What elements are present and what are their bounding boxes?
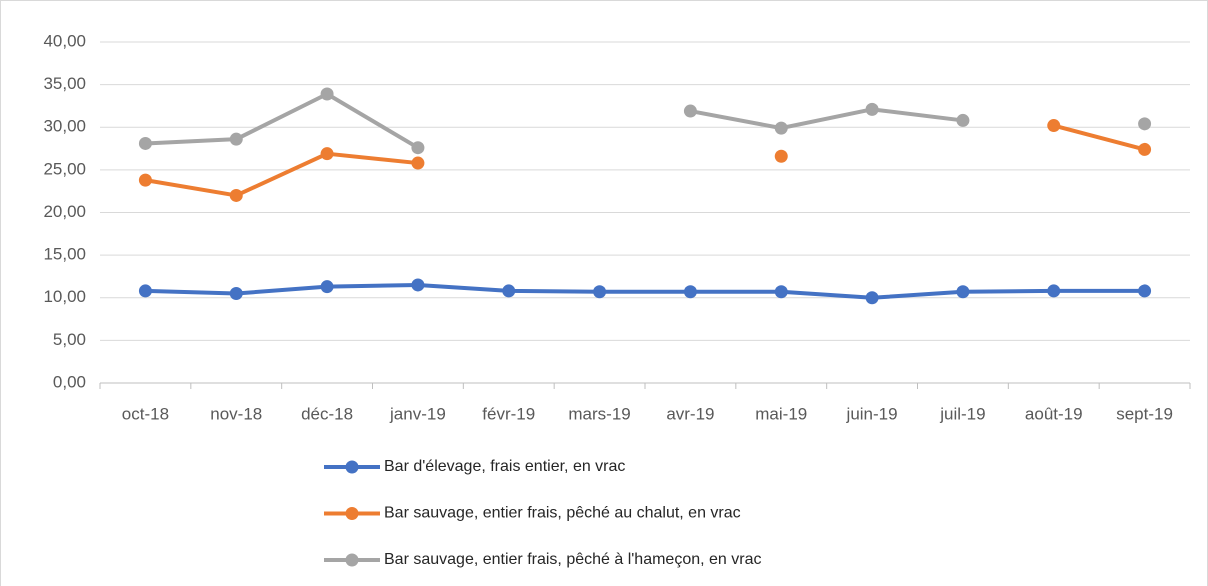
data-point xyxy=(320,147,334,161)
x-tick-label: déc-18 xyxy=(301,404,353,423)
data-point xyxy=(138,136,152,150)
data-point xyxy=(320,280,334,294)
data-point xyxy=(138,284,152,298)
data-point xyxy=(1138,117,1152,131)
data-point xyxy=(229,132,243,146)
x-tick-label: sept-19 xyxy=(1116,404,1173,423)
legend-label: Bar sauvage, entier frais, pêché à l'ham… xyxy=(384,551,761,568)
x-tick-label: juil-19 xyxy=(939,404,985,423)
data-point xyxy=(774,285,788,299)
legend-marker xyxy=(345,507,359,520)
series-line xyxy=(688,107,965,131)
series-line xyxy=(143,282,1147,300)
x-tick-label: févr-19 xyxy=(482,404,535,423)
data-point xyxy=(683,285,697,299)
x-tick-label: août-19 xyxy=(1025,404,1083,423)
x-tick-label: juin-19 xyxy=(846,404,898,423)
data-point xyxy=(593,285,607,299)
legend: Bar d'élevage, frais entier, en vrac Bar … xyxy=(324,458,761,568)
data-point xyxy=(865,291,879,305)
x-tick-label: nov-18 xyxy=(210,404,262,423)
data-point xyxy=(138,173,152,187)
data-point xyxy=(229,286,243,300)
data-point xyxy=(865,102,879,116)
data-point xyxy=(320,87,334,101)
data-point xyxy=(411,156,425,170)
x-tick-label: oct-18 xyxy=(122,404,169,423)
y-tick-label: 10,00 xyxy=(43,287,86,306)
data-point xyxy=(774,149,788,163)
data-point xyxy=(774,121,788,135)
legend-label: Bar sauvage, entier frais, pêché au chal… xyxy=(384,505,741,522)
y-tick-label: 35,00 xyxy=(43,74,86,93)
data-point xyxy=(502,284,516,298)
data-point xyxy=(1047,119,1061,133)
y-tick-label: 5,00 xyxy=(53,330,86,349)
x-tick-label: avr-19 xyxy=(666,404,714,423)
data-point xyxy=(411,278,425,292)
data-point xyxy=(1138,142,1152,156)
y-tick-label: 15,00 xyxy=(43,245,86,264)
x-tick-label: mars-19 xyxy=(568,404,630,423)
series-line xyxy=(143,92,420,150)
y-tick-label: 40,00 xyxy=(43,31,86,50)
series-line xyxy=(1051,123,1147,152)
y-tick-label: 0,00 xyxy=(53,372,86,391)
y-tick-label: 30,00 xyxy=(43,117,86,136)
data-point xyxy=(229,188,243,202)
x-tick-label: janv-19 xyxy=(389,404,446,423)
y-tick-label: 20,00 xyxy=(43,202,86,221)
data-point xyxy=(1138,284,1152,298)
legend-marker xyxy=(345,460,359,474)
data-point xyxy=(956,285,970,299)
data-point xyxy=(956,113,970,127)
data-point xyxy=(411,141,425,155)
legend-label: Bar d'élevage, frais entier, en vrac xyxy=(384,458,625,475)
data-point xyxy=(1047,284,1061,298)
y-tick-label: 25,00 xyxy=(43,159,86,178)
x-tick-label: mai-19 xyxy=(755,404,807,423)
legend-marker xyxy=(345,553,359,567)
data-point xyxy=(683,104,697,118)
series-line xyxy=(143,151,420,198)
